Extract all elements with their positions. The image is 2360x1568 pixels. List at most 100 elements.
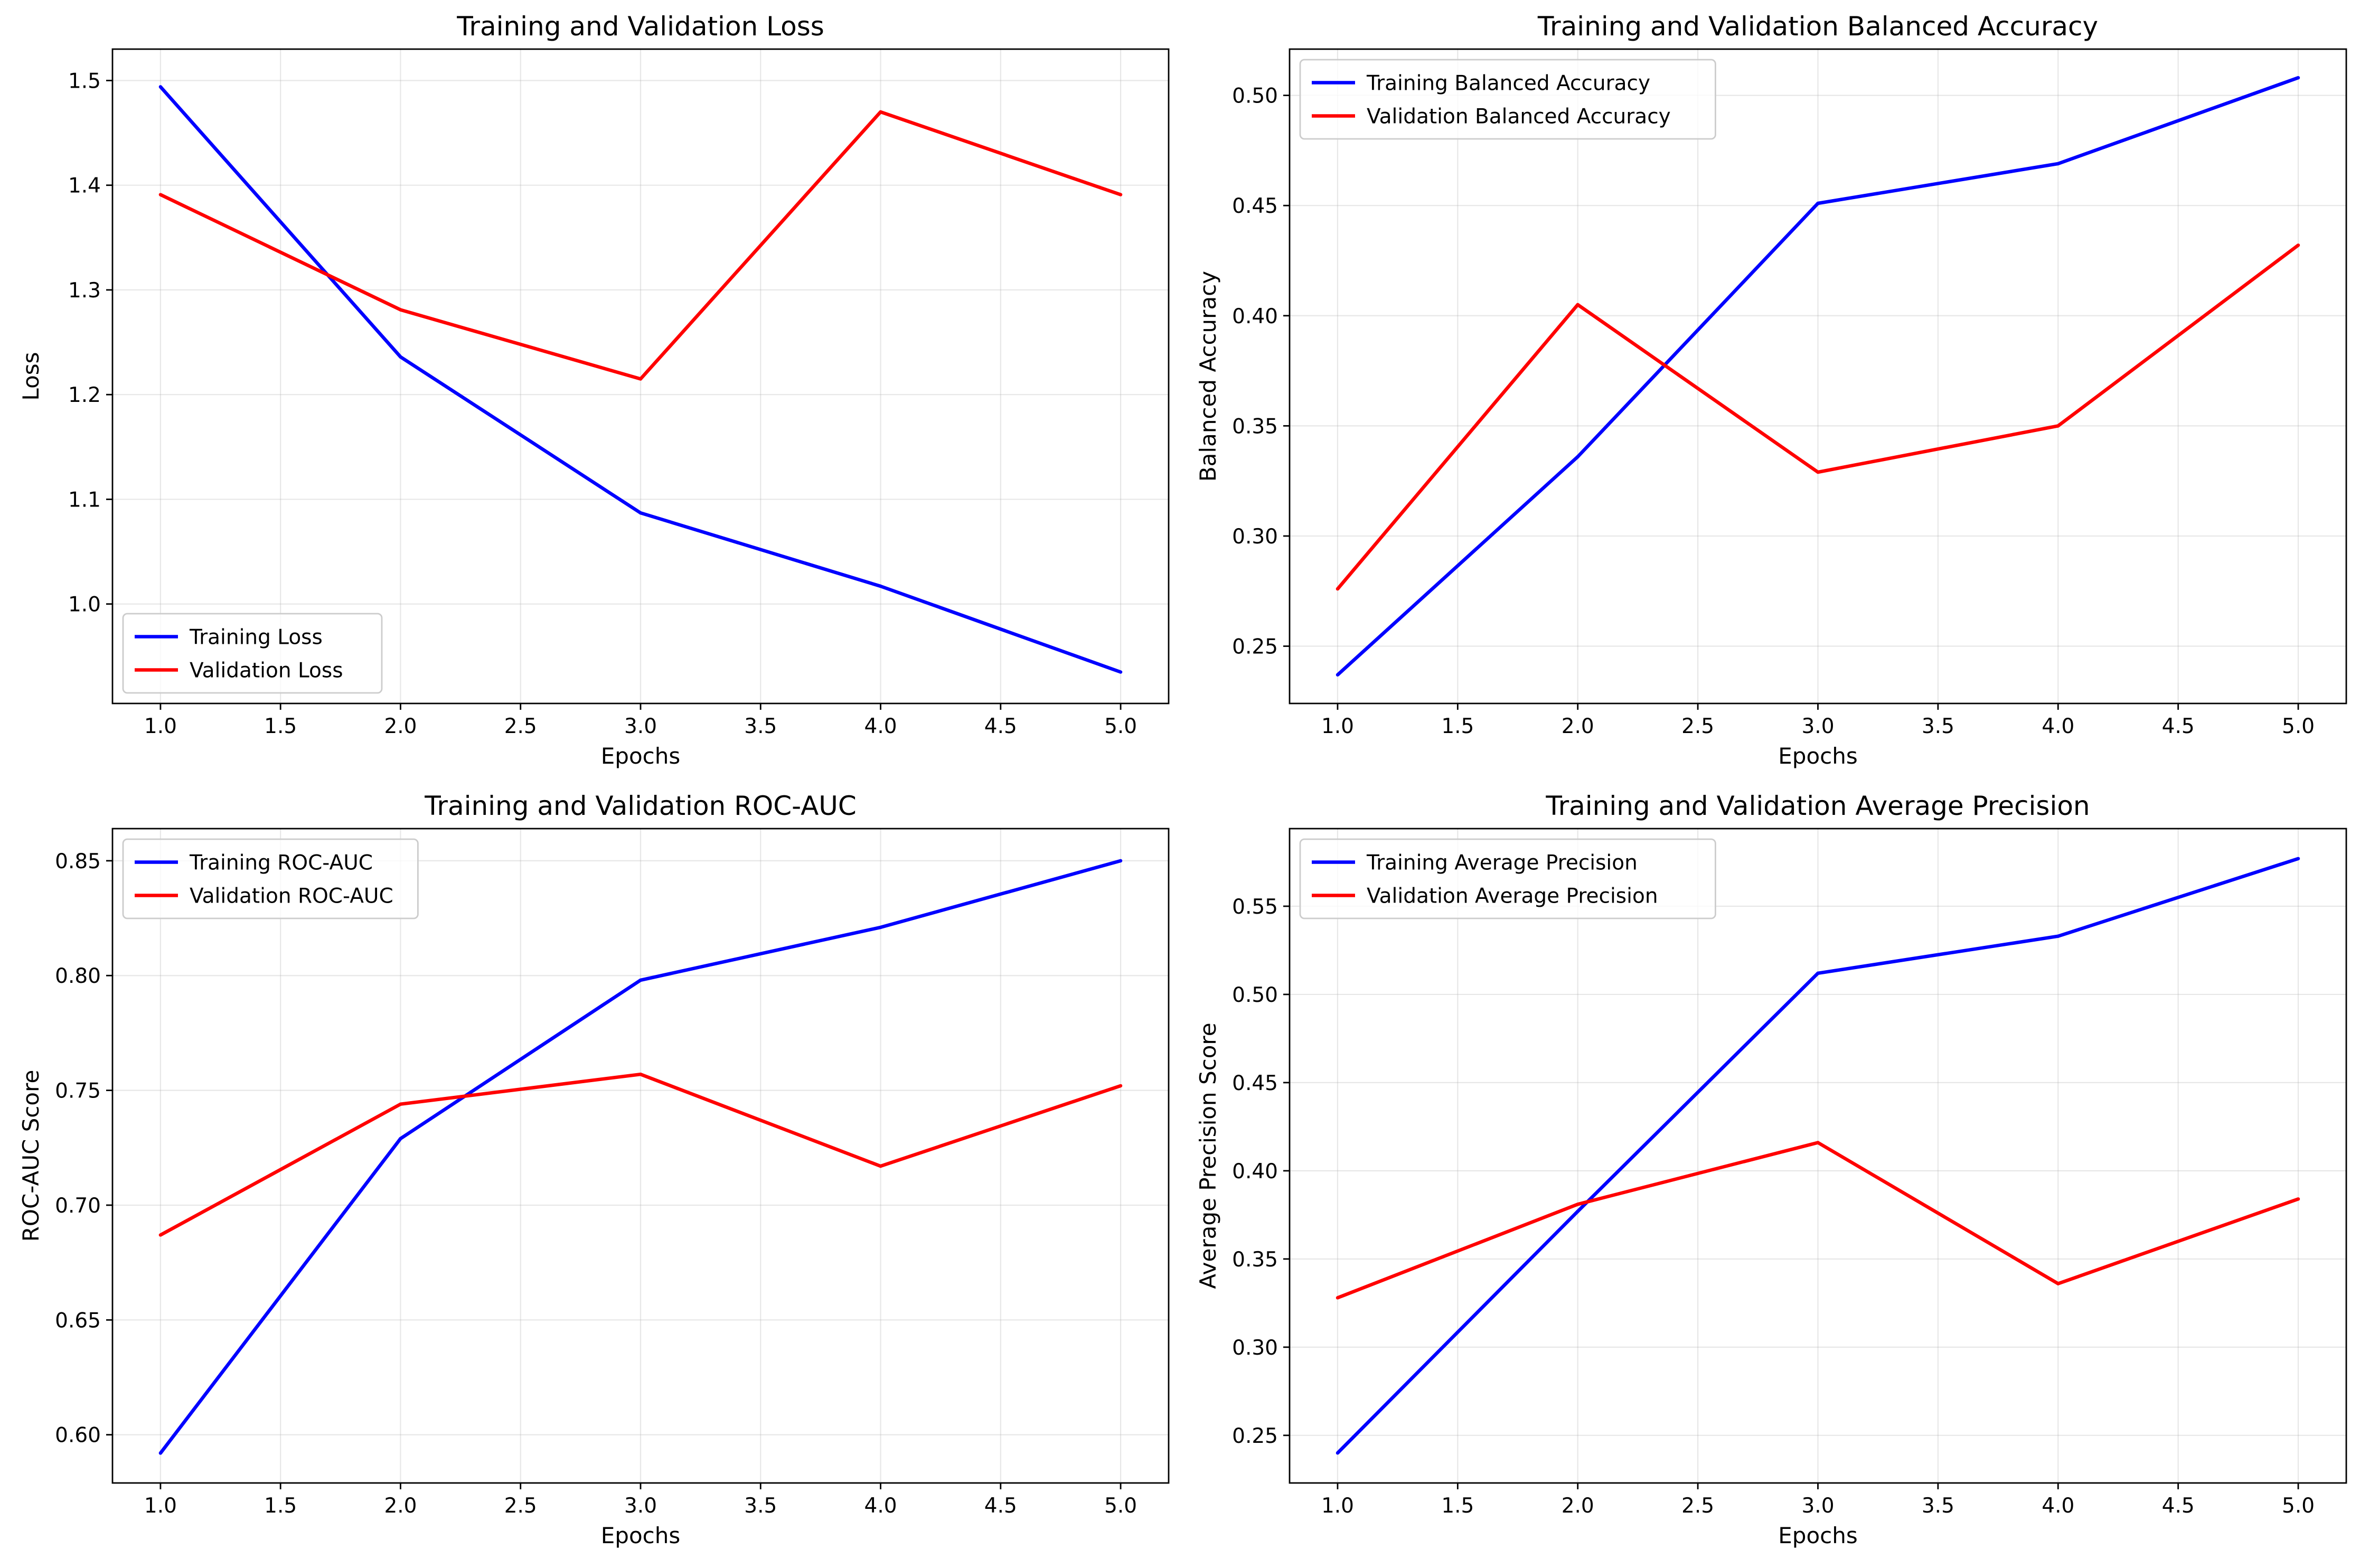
data-point bbox=[1816, 470, 1820, 474]
x-tick-label: 4.0 bbox=[2042, 1494, 2074, 1518]
x-tick-label: 3.0 bbox=[1801, 715, 1834, 738]
data-point bbox=[1336, 1296, 1340, 1300]
plot-area bbox=[112, 829, 1169, 1483]
y-tick-label: 0.75 bbox=[55, 1079, 101, 1103]
legend-entry: Validation Balanced Accuracy bbox=[1367, 105, 1671, 129]
x-tick-label: 4.0 bbox=[2042, 715, 2074, 738]
data-point bbox=[2056, 1282, 2060, 1285]
x-tick-label: 3.5 bbox=[1922, 1494, 1954, 1518]
data-point bbox=[1118, 193, 1123, 196]
data-point bbox=[2056, 934, 2060, 938]
data-point bbox=[1816, 971, 1820, 975]
data-point bbox=[1816, 201, 1820, 205]
ticks: 1.0 1.5 2.0 2.5 3.0 3.5 4.0 4.5 5.0 1.0 1.1 1.2 1.3 1… bbox=[68, 69, 1137, 738]
legend-box bbox=[1299, 59, 1716, 140]
x-tick-label: 4.5 bbox=[2162, 1494, 2195, 1518]
data-point bbox=[2296, 1197, 2300, 1201]
y-tick-label: 0.30 bbox=[1232, 1336, 1278, 1360]
data-point bbox=[638, 978, 643, 982]
x-tick-label: 2.0 bbox=[384, 715, 417, 738]
data-point bbox=[399, 355, 402, 359]
data-point bbox=[879, 110, 882, 114]
y-tick-label: 0.55 bbox=[1232, 895, 1278, 919]
x-tick-label: 2.0 bbox=[1562, 1494, 1594, 1518]
plot-area bbox=[1290, 829, 2346, 1483]
data-point bbox=[638, 511, 643, 515]
legend: Training Balanced Accuracy Validation Bal… bbox=[1299, 59, 1716, 140]
y-tick-label: 0.40 bbox=[1232, 305, 1278, 328]
axes-frame bbox=[111, 828, 1170, 1484]
subplot-average-precision: 1.0 1.5 2.0 2.5 3.0 3.5 4.0 4.5 5.0 0.25 0.30 0.35 0… bbox=[1195, 791, 2347, 1548]
legend: Training Average Precision Validation Ave… bbox=[1299, 838, 1716, 919]
data-point bbox=[1336, 1451, 1340, 1455]
y-axis-label: Average Precision Score bbox=[1195, 1022, 1221, 1289]
data-point bbox=[2296, 857, 2300, 860]
axes-frame bbox=[111, 48, 1170, 705]
x-tick-label: 1.0 bbox=[1321, 1494, 1354, 1518]
ticks: 1.0 1.5 2.0 2.5 3.0 3.5 4.0 4.5 5.0 0.25 0.30 0.35 0… bbox=[1232, 895, 2315, 1518]
data-point bbox=[2296, 76, 2300, 80]
y-tick-label: 0.70 bbox=[55, 1194, 101, 1218]
legend-entry: Training Average Precision bbox=[1366, 851, 1638, 875]
data-point bbox=[879, 584, 882, 588]
y-tick-label: 0.65 bbox=[55, 1309, 101, 1332]
axes-frame bbox=[1289, 48, 2347, 705]
x-tick-label: 3.0 bbox=[624, 1494, 657, 1518]
ticks: 1.0 1.5 2.0 2.5 3.0 3.5 4.0 4.5 5.0 0.25 0.30 0.35 0… bbox=[1232, 84, 2315, 738]
axes-frame bbox=[1289, 828, 2347, 1484]
x-tick-label: 2.0 bbox=[384, 1494, 417, 1518]
x-tick-label: 1.0 bbox=[144, 715, 177, 738]
data-point bbox=[879, 925, 882, 929]
subplot-roc-auc: 1.0 1.5 2.0 2.5 3.0 3.5 4.0 4.5 5.0 0.60 0.65 0.70 0… bbox=[18, 791, 1170, 1548]
y-tick-label: 0.30 bbox=[1232, 525, 1278, 549]
y-tick-label: 0.60 bbox=[55, 1424, 101, 1448]
legend-box bbox=[122, 613, 383, 694]
y-tick-label: 0.35 bbox=[1232, 1248, 1278, 1272]
y-tick-label: 0.50 bbox=[1232, 84, 1278, 108]
y-tick-label: 0.45 bbox=[1232, 1072, 1278, 1095]
plot-area bbox=[112, 49, 1169, 703]
data-point bbox=[158, 1451, 163, 1455]
x-tick-label: 3.5 bbox=[1922, 715, 1954, 738]
x-tick-label: 5.0 bbox=[2282, 715, 2315, 738]
x-tick-label: 4.5 bbox=[984, 1494, 1017, 1518]
x-tick-label: 4.0 bbox=[864, 1494, 897, 1518]
x-tick-label: 5.0 bbox=[1104, 715, 1137, 738]
data-point bbox=[2056, 424, 2060, 428]
data-point bbox=[158, 85, 163, 89]
data-point bbox=[158, 1233, 163, 1237]
legend-entry: Validation ROC-AUC bbox=[190, 885, 393, 908]
chart-title: Training and Validation Average Precisio… bbox=[1545, 791, 2090, 821]
x-tick-label: 4.5 bbox=[2162, 715, 2195, 738]
grid bbox=[112, 829, 1169, 1483]
plot-area bbox=[1290, 49, 2346, 703]
x-tick-label: 2.0 bbox=[1562, 715, 1594, 738]
data-point bbox=[1576, 455, 1579, 458]
y-tick-label: 0.45 bbox=[1232, 194, 1278, 218]
legend-box bbox=[1299, 838, 1716, 919]
series-lines bbox=[158, 85, 1123, 674]
x-tick-label: 5.0 bbox=[2282, 1494, 2315, 1518]
data-point bbox=[1118, 670, 1123, 674]
x-tick-label: 1.5 bbox=[264, 715, 297, 738]
x-tick-label: 3.0 bbox=[624, 715, 657, 738]
grid bbox=[112, 49, 1169, 703]
x-tick-label: 2.5 bbox=[504, 715, 537, 738]
x-tick-label: 1.5 bbox=[1441, 715, 1474, 738]
data-point bbox=[399, 1102, 402, 1106]
data-point bbox=[1118, 859, 1123, 863]
data-point bbox=[158, 193, 163, 196]
y-tick-label: 0.80 bbox=[55, 964, 101, 988]
y-tick-label: 0.40 bbox=[1232, 1160, 1278, 1184]
x-tick-label: 1.5 bbox=[264, 1494, 297, 1518]
y-tick-label: 0.25 bbox=[1232, 1424, 1278, 1448]
legend-entry: Validation Loss bbox=[190, 659, 343, 683]
data-point bbox=[399, 1137, 402, 1141]
data-point bbox=[879, 1164, 882, 1168]
y-tick-label: 1.5 bbox=[68, 69, 101, 93]
ticks: 1.0 1.5 2.0 2.5 3.0 3.5 4.0 4.5 5.0 0.60 0.65 0.70 0… bbox=[55, 850, 1137, 1518]
chart-title: Training and Validation Balanced Accurac… bbox=[1537, 11, 2098, 42]
x-tick-label: 1.0 bbox=[144, 1494, 177, 1518]
y-tick-label: 0.50 bbox=[1232, 983, 1278, 1007]
x-tick-label: 3.0 bbox=[1801, 1494, 1834, 1518]
